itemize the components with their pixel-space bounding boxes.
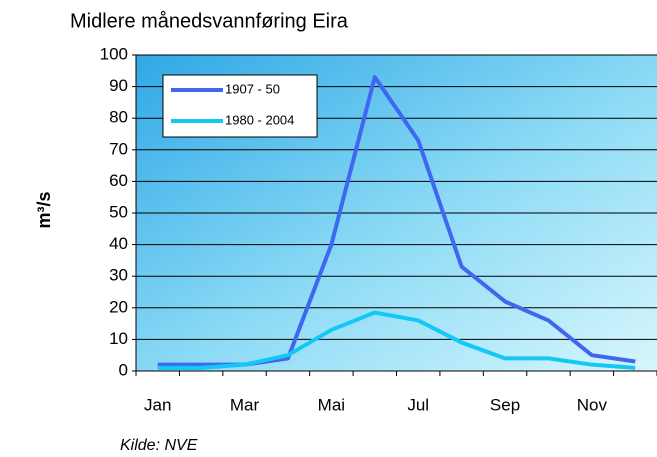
x-tick-label: Sep bbox=[490, 395, 520, 414]
x-tick-label: Jul bbox=[407, 395, 429, 414]
y-tick-label: 60 bbox=[109, 171, 128, 190]
y-tick-label: 80 bbox=[109, 108, 128, 127]
chart-title: Midlere månedsvannføring Eira bbox=[70, 10, 349, 32]
source-note: Kilde: NVE bbox=[120, 437, 198, 454]
y-tick-label: 30 bbox=[109, 266, 128, 285]
y-tick-label: 40 bbox=[109, 234, 128, 253]
legend-box bbox=[162, 74, 318, 138]
series-line bbox=[157, 310, 636, 370]
y-axis-label: m³/s bbox=[34, 191, 54, 228]
x-tick-label: Nov bbox=[577, 395, 608, 414]
x-tick-label: Mai bbox=[318, 395, 345, 414]
y-tick-label: 70 bbox=[109, 139, 128, 158]
x-tick-label: Mar bbox=[230, 395, 260, 414]
x-tick-label: Jan bbox=[144, 395, 171, 414]
y-tick-label: 100 bbox=[100, 44, 128, 63]
y-tick-label: 10 bbox=[109, 329, 128, 348]
legend-label: 1980 - 2004 bbox=[225, 112, 294, 127]
y-tick-label: 0 bbox=[119, 360, 128, 379]
y-tick-label: 20 bbox=[109, 297, 128, 316]
y-tick-label: 90 bbox=[109, 76, 128, 95]
legend-label: 1907 - 50 bbox=[225, 81, 280, 96]
y-tick-label: 50 bbox=[109, 202, 128, 221]
